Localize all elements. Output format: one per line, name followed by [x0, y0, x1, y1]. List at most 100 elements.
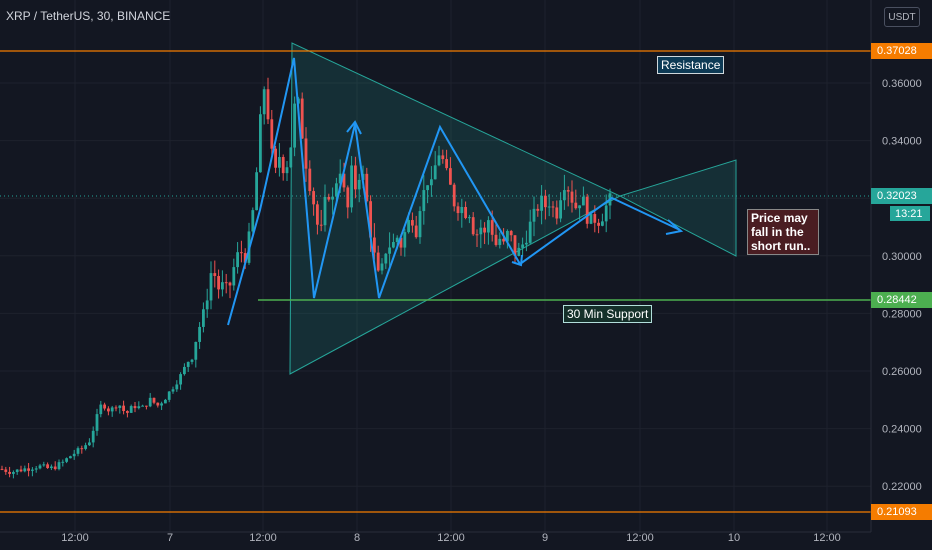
candle-body	[262, 89, 266, 115]
candle-body	[494, 234, 498, 245]
candle-body	[224, 282, 228, 284]
candle-body	[213, 273, 217, 276]
candle-body	[407, 220, 410, 233]
candle-body	[392, 242, 395, 248]
price-tick-label: 0.22000	[882, 481, 922, 493]
candle-body	[160, 403, 163, 406]
candle-body	[536, 208, 540, 211]
chart-grid	[0, 0, 871, 532]
candle-body	[293, 103, 296, 148]
candle-body	[517, 247, 521, 256]
candle-body	[593, 214, 597, 223]
candle-body	[578, 205, 581, 209]
candle-body	[228, 282, 232, 286]
price-tick-label: 0.36000	[882, 78, 922, 90]
candle-body	[547, 206, 551, 208]
candle-body	[304, 138, 308, 169]
arrowhead-end	[665, 219, 684, 235]
candle-body	[110, 407, 114, 412]
time-tick-label: 9	[542, 532, 548, 544]
candle-body	[209, 273, 213, 301]
forecast-annotation[interactable]: Price may fall in the short run..	[747, 209, 819, 255]
candle-body	[521, 244, 524, 248]
forecast-line-3: short run..	[751, 239, 811, 253]
time-tick-label: 8	[354, 532, 360, 544]
candle-body	[449, 168, 452, 185]
currency-selector-button[interactable]: USDT	[884, 7, 920, 27]
candle-body	[72, 453, 76, 457]
candle-body	[411, 220, 414, 226]
candle-body	[171, 389, 175, 392]
candle-body	[483, 227, 486, 233]
candle-body	[194, 341, 198, 360]
breakout-projection-fill[interactable]	[618, 159, 737, 257]
candle-body	[205, 300, 209, 310]
candle-body	[148, 397, 152, 407]
candle-body	[525, 242, 528, 245]
price-tick-label: 0.30000	[882, 251, 922, 263]
candle-body	[380, 263, 384, 271]
candle-body	[53, 466, 57, 470]
candle-body	[175, 384, 179, 390]
candle-body	[126, 411, 129, 413]
support-annotation[interactable]: 30 Min Support	[563, 305, 653, 323]
wave-arrows-drawing[interactable]	[227, 57, 684, 326]
candle-body	[88, 442, 91, 446]
candle-body	[167, 391, 171, 400]
price-tick-label: 0.24000	[882, 424, 922, 436]
candle-body	[346, 187, 350, 208]
candle-body	[118, 405, 122, 408]
candle-body	[384, 253, 388, 264]
symmetrical-triangle-drawing[interactable]	[289, 42, 737, 375]
candle-body	[475, 234, 479, 236]
candle-body	[316, 204, 319, 225]
candlestick-series	[0, 77, 612, 479]
candle-body	[137, 406, 141, 409]
candle-body	[198, 326, 201, 342]
arrowhead-bottom	[511, 254, 523, 267]
candle-body	[350, 165, 353, 208]
candle-body	[57, 462, 61, 470]
candle-body	[145, 405, 148, 407]
price-tick-label: 0.34000	[882, 136, 922, 148]
resistance-annotation[interactable]: Resistance	[657, 56, 725, 74]
candle-body	[152, 397, 156, 403]
candle-body	[464, 206, 467, 218]
candle-body	[490, 220, 494, 235]
candle-body	[460, 206, 464, 214]
candle-body	[190, 359, 194, 362]
candle-body	[452, 184, 456, 207]
candle-body	[468, 217, 471, 219]
triangle-fill[interactable]	[289, 42, 622, 375]
candle-body	[255, 172, 258, 211]
symbol-title[interactable]: XRP / TetherUS, 30, BINANCE	[6, 9, 171, 23]
candle-body	[107, 408, 110, 412]
candle-body	[99, 404, 103, 415]
candle-body	[585, 196, 589, 224]
candle-body	[399, 237, 403, 248]
candle-body	[141, 405, 144, 407]
candle-body	[403, 232, 407, 248]
candle-body	[365, 173, 369, 202]
candle-body	[274, 148, 277, 168]
candle-body	[395, 237, 399, 243]
candle-body	[281, 157, 285, 174]
candle-body	[426, 185, 429, 191]
candle-body	[532, 208, 536, 222]
candle-body	[528, 221, 532, 243]
candle-body	[42, 464, 46, 466]
candle-body	[388, 247, 391, 254]
bar-countdown-label: 13:21	[890, 206, 930, 221]
candle-body	[570, 191, 574, 203]
candle-body	[430, 179, 433, 186]
time-tick-label: 12:00	[249, 532, 277, 544]
candle-body	[266, 89, 270, 120]
candle-body	[285, 167, 289, 174]
candle-body	[487, 220, 490, 233]
price-axis[interactable]	[870, 0, 932, 550]
wave-path[interactable]	[227, 57, 681, 326]
candle-body	[437, 155, 441, 166]
candle-body	[50, 466, 53, 469]
candle-body	[513, 235, 517, 256]
